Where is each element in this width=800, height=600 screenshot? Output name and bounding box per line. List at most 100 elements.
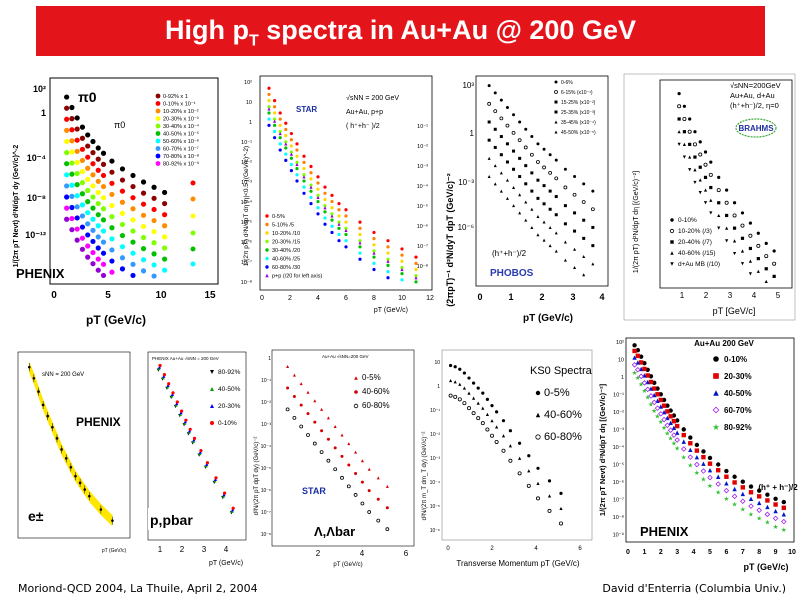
phenix-ch-point (740, 485, 745, 490)
phobos-point (548, 189, 552, 193)
phenix-ch-point (681, 432, 686, 438)
xtick: 1 (158, 545, 163, 554)
legend-entry: 20-30% /15 (272, 240, 300, 246)
legend-marker (554, 130, 558, 134)
pi0-point (74, 237, 80, 243)
xtick: 8 (757, 549, 761, 556)
phenix-ch-point: ★ (651, 407, 657, 415)
pi0-point (90, 205, 96, 211)
star-point (289, 131, 293, 136)
ks0-point (457, 397, 462, 402)
phenix-ch-point (701, 449, 706, 454)
pi0-point (100, 239, 107, 245)
ks0-point (481, 406, 485, 410)
ks0-point (547, 494, 552, 498)
pi0-point (79, 246, 86, 252)
star-point (358, 241, 362, 245)
star-point (267, 117, 271, 121)
xtick: 4 (752, 291, 757, 300)
legend-entry: 20-30% x 10⁻³ (163, 117, 199, 123)
xtick: 3 (728, 291, 733, 300)
phobos-point (512, 204, 516, 208)
star-point (278, 148, 282, 152)
ytick: 10⁻⁶ (417, 223, 428, 230)
pi0-point (109, 247, 115, 253)
star-point (358, 245, 362, 249)
phenix-ch-point (781, 499, 786, 505)
ks0-point (518, 456, 522, 460)
proton-point (198, 450, 202, 454)
legend-marker (713, 356, 719, 362)
lambda-legend: 0-5% 40-60% 60-80% (353, 373, 390, 410)
proton-point (199, 448, 203, 453)
star-point (344, 228, 348, 232)
star-point (284, 140, 288, 144)
phenix-pi0-logo: PHENIX (16, 266, 65, 281)
phobos-point (518, 120, 522, 124)
pi0-point (74, 137, 80, 143)
star-point (337, 226, 341, 230)
phenix-ch-points: ★★★★★★★★★★★★★★★★★★★★★★★★★★★ ★ (632, 343, 787, 534)
pi0-point (162, 256, 168, 262)
xtick: 2 (490, 546, 494, 552)
brahms-points (677, 92, 777, 284)
star-point (278, 131, 282, 136)
lambda-point (286, 386, 290, 390)
star-charged-xticks: 0 2 4 6 8 10 12 (260, 295, 434, 302)
ks0-point (527, 454, 531, 458)
legend-marker (535, 390, 541, 396)
phenix-ch-point (688, 435, 693, 440)
phenix-pi0-frame (49, 77, 219, 285)
star-point (273, 119, 277, 123)
pi0-point (119, 188, 126, 194)
phenix-ch-point (694, 454, 700, 460)
phobos-point (536, 142, 540, 146)
star-point (309, 171, 313, 175)
star-point (309, 177, 313, 181)
legend-entry: 40-60% (544, 409, 582, 421)
phenix-ch-point: ★ (681, 453, 687, 461)
star-point (273, 105, 277, 109)
star-point (330, 199, 334, 204)
xtick: 0 (477, 292, 482, 302)
star-point (386, 245, 390, 249)
star-point (372, 230, 376, 235)
pi0-point (90, 194, 96, 200)
ytick: 10⁻⁴ (241, 199, 253, 206)
phenix-ch-point (635, 353, 641, 359)
brahms-point (764, 241, 768, 245)
lambda-point (326, 458, 331, 463)
lambda-point (360, 501, 365, 506)
ytick: 10² (616, 340, 624, 346)
xtick: 10 (788, 549, 796, 556)
phenix-ch-point (645, 373, 650, 378)
pi0-point (79, 168, 86, 175)
phenix-ch-point (773, 496, 778, 501)
pi0-point (151, 217, 157, 224)
star-point (358, 226, 362, 230)
brahms-point (682, 104, 686, 108)
xtick: 2 (539, 292, 544, 302)
xtick: 4 (224, 545, 229, 554)
pi0-point (100, 228, 107, 234)
pi0-point (64, 150, 70, 156)
phobos-point (548, 225, 552, 229)
pi0-point (95, 245, 101, 251)
phobos-point (524, 218, 528, 222)
pi0-point (151, 184, 157, 190)
brahms-point (698, 152, 703, 157)
ks0-point (481, 391, 485, 395)
brahms-legend: 0-10% 10-20% (/3) 20-40% (/7) 40-60% (/15) d… (669, 217, 720, 268)
phobos-point (487, 156, 491, 160)
legend-entry: 15-25% (x10⁻²) (561, 100, 596, 106)
xtick: 10 (398, 295, 406, 302)
ks0-xlabel: Transverse Momentum pT (GeV/c) (456, 559, 579, 568)
phobos-point (582, 236, 586, 240)
star-point (309, 183, 313, 187)
ks0-point (453, 394, 458, 399)
phenix-ch-point (632, 348, 637, 354)
star-point (414, 274, 418, 278)
lambda-point (376, 476, 380, 480)
pi0-point (95, 178, 101, 184)
ks0-point (526, 483, 531, 488)
